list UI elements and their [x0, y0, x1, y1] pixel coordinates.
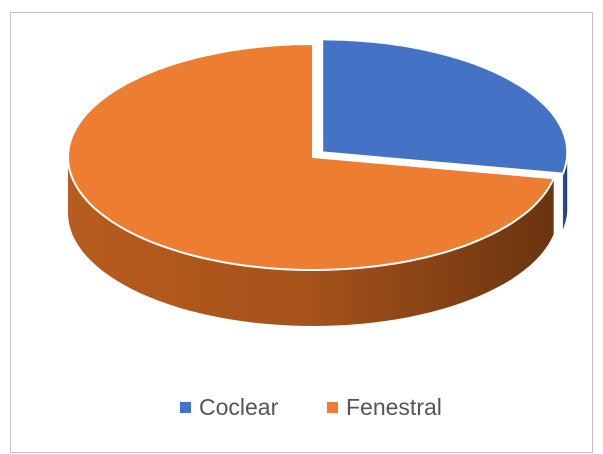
legend-label: Fenestral [346, 394, 442, 420]
legend-swatch [327, 402, 338, 413]
legend-swatch [180, 402, 191, 413]
slice [66, 42, 556, 271]
pie [66, 38, 569, 326]
legend-label: Coclear [199, 394, 279, 420]
slice-side [68, 157, 554, 326]
legend: Coclear Fenestral [180, 394, 442, 420]
slice [321, 38, 569, 175]
